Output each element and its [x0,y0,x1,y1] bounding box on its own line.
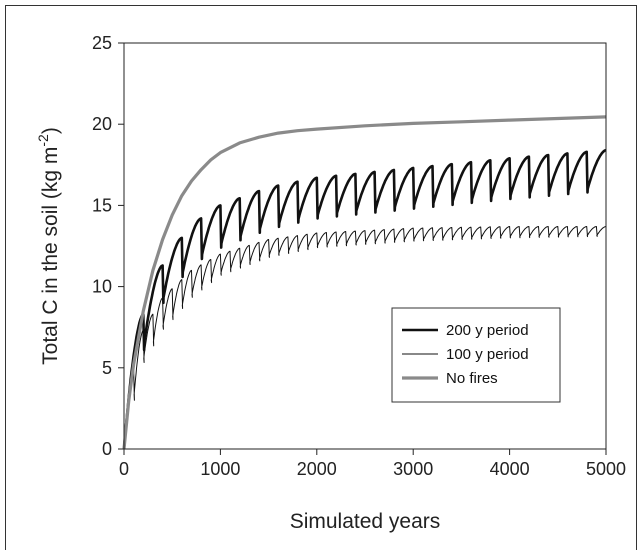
y-tick-label: 10 [92,277,112,297]
y-axis-title-close: ) [39,127,62,134]
x-tick-label: 0 [119,459,129,479]
series-layer [122,115,607,450]
y-tick-label: 20 [92,114,112,134]
x-tick-label: 3000 [393,459,433,479]
x-tick-label: 1000 [200,459,240,479]
y-axis-title-main: Total C in the soil (kg m [39,147,62,365]
x-axis: 0 1000 2000 3000 4000 5000 [119,449,626,479]
legend-label: 100 y period [446,346,529,363]
legend-box [391,307,561,403]
legend-label: No fires [446,370,498,387]
series-line-100-y-period [123,226,607,450]
x-tick-label: 4000 [490,459,530,479]
y-axis-title-exponent: -2 [35,134,51,147]
x-axis-title: Simulated years [290,510,441,533]
figure-frame [5,5,637,550]
legend: 200 y period 100 y period No fires [391,307,561,403]
series-line-no-fires [122,115,607,450]
y-tick-label: 25 [92,33,112,53]
x-tick-label: 5000 [586,459,626,479]
y-tick-label: 0 [102,439,112,459]
plot-area [123,42,607,450]
legend-label: 200 y period [446,322,529,339]
y-tick-label: 5 [102,358,112,378]
series-line-200-y-period [122,148,607,450]
x-tick-label: 2000 [297,459,337,479]
y-axis-title: Total C in the soil (kg m-2) [35,127,62,365]
y-axis: 0 5 10 15 20 25 [92,33,124,459]
y-tick-label: 15 [92,195,112,215]
